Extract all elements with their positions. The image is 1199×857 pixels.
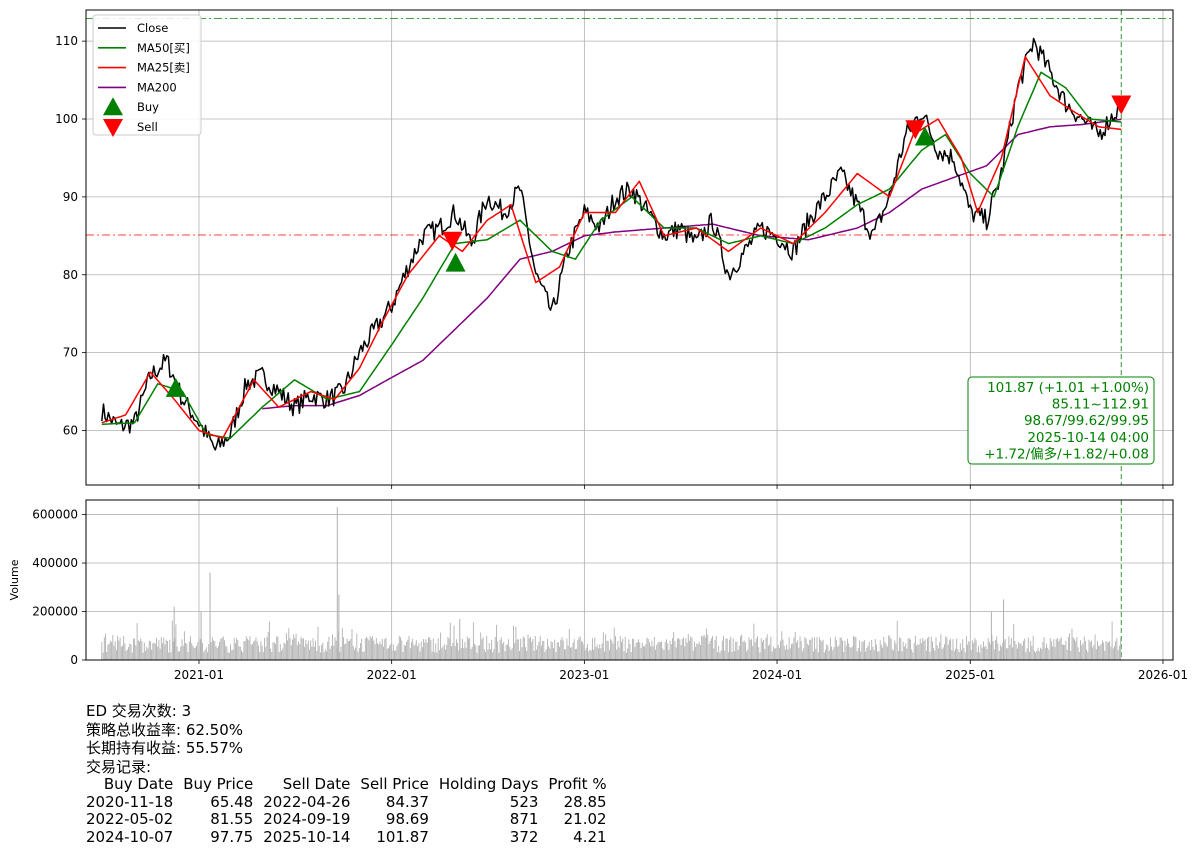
buy-marker <box>445 252 466 272</box>
trade-table-cell: 4.21 <box>573 827 607 846</box>
trade-table-cell: 372 <box>509 827 539 846</box>
legend-box <box>92 14 202 136</box>
trade-table: Buy Date Buy Price Sell Date Sell Price Hold… <box>84 775 607 847</box>
date-axis-ticks: 2021-01 2022-01 2023-01 2024-01 2025-01 2026-… <box>174 660 1188 682</box>
series-close-line <box>101 37 1123 451</box>
trade-table-cell: 21.02 <box>563 810 607 828</box>
trade-table-heading: Holding Days <box>438 775 539 793</box>
trade-table-body: 2020-11-18 65.48 2022-04-26 84.37 523 28.85 20… <box>84 792 607 847</box>
trade-table-cell: 523 <box>509 792 539 811</box>
legend-label: Close <box>137 21 168 35</box>
annotation-line: +1.72/偏多/+1.82/+0.08 <box>984 445 1149 462</box>
date-tick-label: 2022-01 <box>367 668 417 682</box>
trade-count: ED 交易次数: 3 <box>86 702 192 720</box>
trade-table-cell: 84.37 <box>385 792 429 811</box>
legend: Close MA50[买] MA25[卖] MA200 Buy Sell <box>92 14 202 137</box>
trade-table-cell: 97.75 <box>210 827 254 846</box>
legend-label: MA50[买] <box>137 41 190 55</box>
series-ma50-line <box>101 71 1122 440</box>
trade-records-title: 交易记录: <box>86 757 152 776</box>
legend-swatch-buy <box>103 97 123 116</box>
price-plot-frame <box>85 9 1174 486</box>
stock-chart: 60 70 80 90 100 110 Close MA50[买] MA25[卖] MA200 B… <box>8 9 1188 682</box>
volume-plot-frame <box>85 499 1174 661</box>
trade-table-cell: 101.87 <box>376 827 429 846</box>
trade-table-cell: 81.55 <box>210 810 254 828</box>
volume-axis-ticks: 0 200000 400000 600000 <box>32 508 86 667</box>
volume-tick-label: 600000 <box>32 508 78 522</box>
trade-table-heading: Profit % <box>548 775 607 793</box>
date-tick-label: 2023-01 <box>559 668 609 682</box>
trade-table-cell: 65.48 <box>210 792 254 811</box>
buy-marker <box>165 377 186 397</box>
buy-hold-return: 长期持有收益: 55.57% <box>86 739 244 757</box>
sell-marker <box>1111 95 1132 115</box>
date-tick-label: 2026-01 <box>1138 668 1188 682</box>
trade-table-cell: 2024-09-19 <box>263 810 351 828</box>
annotation-line: 98.67/99.62/99.95 <box>1024 413 1149 429</box>
price-tick-label: 70 <box>63 346 78 360</box>
price-tick-label: 110 <box>55 34 78 48</box>
price-tick-label: 100 <box>55 112 78 126</box>
trade-table-cell: 871 <box>509 810 539 828</box>
price-tick-label: 90 <box>63 190 78 204</box>
trade-table-cell: 2022-04-26 <box>263 792 351 811</box>
trade-table-cell: 2024-10-07 <box>86 827 174 846</box>
date-tick-label: 2024-01 <box>752 668 802 682</box>
annotation-line: 2025-10-14 04:00 <box>1027 430 1149 446</box>
volume-tick-label: 400000 <box>32 556 78 570</box>
trade-table-cell: 2025-10-14 <box>263 827 351 846</box>
trade-table-heading: Buy Price <box>183 775 254 793</box>
trade-table-cell: 2022-05-02 <box>86 810 174 828</box>
price-axis-ticks: 60 70 80 90 100 110 <box>55 34 1164 489</box>
trade-table-cell: 28.85 <box>563 792 607 811</box>
reference-lines <box>86 10 1173 660</box>
volume-tick-label: 200000 <box>32 605 78 619</box>
info-annotation: 101.87 (+1.01 +1.00%)85.11~112.9198.67/9… <box>967 376 1155 465</box>
legend-label: MA25[卖] <box>137 61 190 75</box>
volume-axis-label: Volume <box>8 559 21 600</box>
date-tick-label: 2025-01 <box>945 668 995 682</box>
trade-table-row: 2020-11-18 65.48 2022-04-26 84.37 523 28.85 <box>84 792 607 812</box>
price-tick-label: 80 <box>63 268 78 282</box>
annotation-line: 85.11~112.91 <box>1052 397 1149 413</box>
series-ma25-line <box>101 55 1122 440</box>
price-series <box>101 37 1123 451</box>
legend-label: MA200 <box>137 80 177 94</box>
sell-marker <box>442 231 463 251</box>
series-ma200-line <box>262 118 1122 410</box>
legend-swatch-sell <box>103 119 123 137</box>
sell-marker <box>905 120 926 140</box>
legend-label: Buy <box>137 100 159 114</box>
trade-table-cell: 2020-11-18 <box>86 792 174 811</box>
strategy-return: 策略总收益率: 62.50% <box>86 720 244 739</box>
price-grid <box>86 10 1173 485</box>
volume-grid <box>86 500 1173 661</box>
trade-table-heading: Sell Date <box>282 775 351 793</box>
annotation-box <box>967 376 1155 465</box>
strategy-summary: ED 交易次数: 3 策略总收益率: 62.50% 长期持有收益: 55.57%… <box>86 702 607 846</box>
trade-table-row: 2024-10-07 97.75 2025-10-14 101.87 372 4.21 <box>84 827 607 847</box>
date-tick-label: 2021-01 <box>174 668 224 682</box>
trade-markers <box>165 95 1132 397</box>
legend-label: Sell <box>137 120 158 134</box>
annotation-line: 101.87 (+1.01 +1.00%) <box>987 380 1149 396</box>
volume-bars <box>101 507 1122 660</box>
trade-table-cell: 98.69 <box>385 810 429 828</box>
volume-tick-label: 0 <box>70 653 78 667</box>
buy-marker <box>914 126 935 146</box>
trade-table-heading: Sell Price <box>360 775 429 793</box>
trade-table-header: Buy Date Buy Price Sell Date Sell Price Hold… <box>84 775 607 794</box>
price-tick-label: 60 <box>63 423 78 437</box>
trade-table-row: 2022-05-02 81.55 2024-09-19 98.69 871 21.02 <box>84 810 607 829</box>
trade-table-heading: Buy Date <box>103 775 174 793</box>
